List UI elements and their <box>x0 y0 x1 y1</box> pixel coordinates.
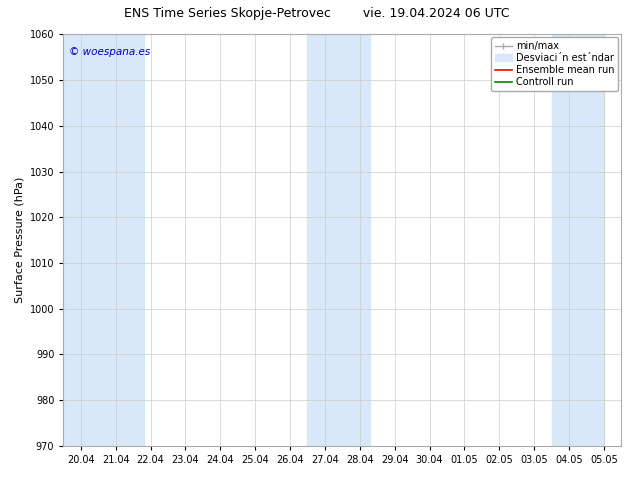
Bar <box>63 34 143 446</box>
Y-axis label: Surface Pressure (hPa): Surface Pressure (hPa) <box>14 177 24 303</box>
Text: ENS Time Series Skopje-Petrovec        vie. 19.04.2024 06 UTC: ENS Time Series Skopje-Petrovec vie. 19.… <box>124 7 510 21</box>
Text: © woespana.es: © woespana.es <box>69 47 150 57</box>
Legend: min/max, Desviaci´n est´ndar, Ensemble mean run, Controll run: min/max, Desviaci´n est´ndar, Ensemble m… <box>491 37 618 91</box>
Bar <box>307 34 370 446</box>
Bar <box>552 34 604 446</box>
